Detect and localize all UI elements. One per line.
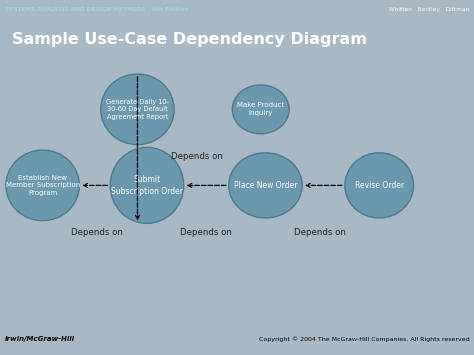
Ellipse shape	[110, 147, 184, 223]
Text: Place New Order: Place New Order	[234, 181, 297, 190]
Text: Submit
Subscription Order: Submit Subscription Order	[111, 175, 183, 196]
Text: Establish New
Member Subscription
Program: Establish New Member Subscription Progra…	[6, 175, 80, 196]
Text: Revise Order: Revise Order	[355, 181, 404, 190]
Text: Whitten   Bentley   Dittman: Whitten Bentley Dittman	[389, 7, 469, 12]
Ellipse shape	[232, 85, 289, 134]
Text: Depends on: Depends on	[294, 228, 346, 237]
Text: Copyright © 2004 The McGraw-Hill Companies. All Rights reserved: Copyright © 2004 The McGraw-Hill Compani…	[259, 337, 469, 342]
Text: Irwin/McGraw-Hill: Irwin/McGraw-Hill	[5, 337, 75, 342]
Text: Depends on: Depends on	[71, 228, 123, 237]
Text: Make Product
Inquiry: Make Product Inquiry	[237, 103, 284, 116]
Text: SYSTEMS ANALYSIS AND DESIGN METHODS   6th Edition: SYSTEMS ANALYSIS AND DESIGN METHODS 6th …	[5, 7, 188, 12]
Text: Generate Daily 10-
30-60 Day Default
Agreement Report: Generate Daily 10- 30-60 Day Default Agr…	[106, 99, 169, 120]
Text: Depends on: Depends on	[180, 228, 232, 237]
Ellipse shape	[228, 153, 302, 218]
Text: Sample Use-Case Dependency Diagram: Sample Use-Case Dependency Diagram	[12, 32, 367, 47]
Ellipse shape	[6, 150, 79, 221]
Text: Depends on: Depends on	[171, 152, 223, 162]
Ellipse shape	[345, 153, 413, 218]
Ellipse shape	[100, 74, 174, 144]
